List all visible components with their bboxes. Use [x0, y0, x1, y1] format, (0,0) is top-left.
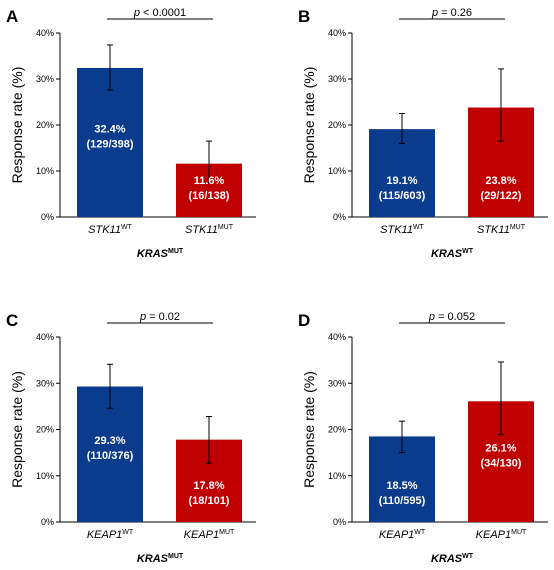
bar	[77, 386, 143, 522]
bar-value-label: 23.8%	[485, 175, 516, 187]
p-value-label: p < 0.0001	[133, 7, 186, 19]
bar-count-label: (16/138)	[189, 190, 230, 202]
bar-count-label: (129/398)	[86, 138, 133, 150]
group-label: KRASWT	[431, 248, 474, 260]
x-tick-status: MUT	[510, 224, 526, 231]
y-axis-title: Response rate (%)	[9, 371, 25, 488]
y-axis-title: Response rate (%)	[301, 67, 317, 184]
x-tick-label: KEAP1WT	[379, 529, 426, 541]
group-label-status: WT	[462, 248, 474, 255]
x-tick-label: KEAP1MUT	[184, 529, 235, 541]
x-tick-gene: STK11	[185, 224, 218, 236]
panel-d: D 0% 10% 20% 30% 40% Response rate (%) 18.5% (11…	[298, 311, 548, 565]
p-value-text: = 0.02	[146, 311, 180, 323]
bar-count-label: (115/603)	[379, 190, 426, 202]
y-tick-label: 10%	[36, 471, 54, 481]
x-tick-status: MUT	[219, 529, 235, 536]
bar	[77, 67, 143, 218]
group-label-gene: KRAS	[431, 248, 463, 260]
group-label-status: WT	[462, 553, 474, 560]
y-tick-label: 30%	[36, 378, 54, 388]
x-tick-status: WT	[413, 224, 425, 231]
y-tick-label: 40%	[328, 332, 346, 342]
panel-c: C 0% 10% 20% 30% 40% Response rate (%) 29.3% (11…	[6, 311, 256, 565]
y-axis-title: Response rate (%)	[301, 371, 317, 488]
panel-letter: D	[298, 311, 310, 330]
y-tick-label: 20%	[36, 425, 54, 435]
p-value-label: p = 0.052	[428, 311, 475, 323]
p-symbol: p	[431, 7, 438, 19]
y-tick-label: 30%	[36, 74, 54, 84]
x-tick-gene: STK11	[380, 224, 413, 236]
panel-letter: C	[6, 311, 18, 330]
y-tick-label: 0%	[41, 517, 54, 527]
x-tick-gene: KEAP1	[184, 529, 219, 541]
y-tick-label: 30%	[328, 378, 346, 388]
p-symbol: p	[133, 7, 140, 19]
x-tick-gene: KEAP1	[379, 529, 414, 541]
x-tick-label: KEAP1MUT	[476, 529, 527, 541]
y-tick-label: 10%	[328, 471, 346, 481]
x-tick-gene: KEAP1	[476, 529, 511, 541]
y-tick-label: 40%	[36, 332, 54, 342]
p-value-text: = 0.052	[435, 311, 475, 323]
y-tick-label: 20%	[328, 425, 346, 435]
y-tick-label: 20%	[36, 120, 54, 130]
x-tick-gene: STK11	[477, 224, 510, 236]
x-tick-gene: KEAP1	[87, 529, 122, 541]
panel-letter: B	[298, 7, 310, 26]
x-tick-label: STK11MUT	[185, 224, 234, 236]
panel-b: B 0% 10% 20% 30% 40% Response rate (%) 19.1% (11…	[298, 7, 548, 260]
bar-count-label: (110/595)	[379, 495, 426, 507]
y-tick-label: 10%	[36, 166, 54, 176]
p-value-label: p = 0.02	[139, 311, 180, 323]
bar-value-label: 32.4%	[94, 123, 125, 135]
y-tick-label: 10%	[328, 166, 346, 176]
x-tick-label: STK11WT	[88, 224, 132, 236]
bar-value-label: 26.1%	[485, 443, 516, 455]
bar-value-label: 19.1%	[386, 175, 417, 187]
bar-value-label: 29.3%	[94, 435, 125, 447]
p-value-label: p = 0.26	[431, 7, 472, 19]
x-tick-status: MUT	[511, 529, 527, 536]
x-tick-status: WT	[122, 529, 134, 536]
group-label-status: MUT	[168, 248, 184, 255]
bar-value-label: 11.6%	[194, 175, 225, 187]
bar-value-label: 17.8%	[193, 480, 224, 492]
group-label: KRASWT	[431, 553, 474, 565]
x-tick-status: WT	[414, 529, 426, 536]
group-label-gene: KRAS	[137, 553, 169, 565]
x-tick-gene: STK11	[88, 224, 121, 236]
p-symbol: p	[428, 311, 435, 323]
p-symbol: p	[139, 311, 146, 323]
x-tick-status: WT	[121, 224, 133, 231]
y-tick-label: 30%	[328, 74, 346, 84]
y-tick-label: 40%	[36, 28, 54, 38]
y-tick-label: 0%	[333, 517, 346, 527]
group-label-gene: KRAS	[431, 553, 463, 565]
x-tick-status: MUT	[218, 224, 234, 231]
panel-a: A 0% 10% 20% 30% 40% Response rate (%) 32.4% (12…	[6, 7, 256, 260]
group-label: KRASMUT	[137, 553, 184, 565]
y-tick-label: 20%	[328, 120, 346, 130]
x-tick-label: STK11WT	[380, 224, 424, 236]
p-value-text: < 0.0001	[140, 7, 186, 19]
group-label-gene: KRAS	[137, 248, 169, 260]
x-tick-label: KEAP1WT	[87, 529, 134, 541]
group-label-status: MUT	[168, 553, 184, 560]
bar-value-label: 18.5%	[386, 480, 417, 492]
group-label: KRASMUT	[137, 248, 184, 260]
bar-count-label: (18/101)	[189, 495, 230, 507]
bar-count-label: (29/122)	[481, 190, 522, 202]
panel-letter: A	[6, 7, 18, 26]
y-tick-label: 0%	[333, 212, 346, 222]
p-value-text: = 0.26	[438, 7, 472, 19]
bar-count-label: (110/376)	[87, 450, 134, 462]
y-tick-label: 0%	[41, 212, 54, 222]
y-tick-label: 40%	[328, 28, 346, 38]
x-tick-label: STK11MUT	[477, 224, 526, 236]
y-axis-title: Response rate (%)	[9, 67, 25, 184]
bar-count-label: (34/130)	[481, 458, 522, 470]
